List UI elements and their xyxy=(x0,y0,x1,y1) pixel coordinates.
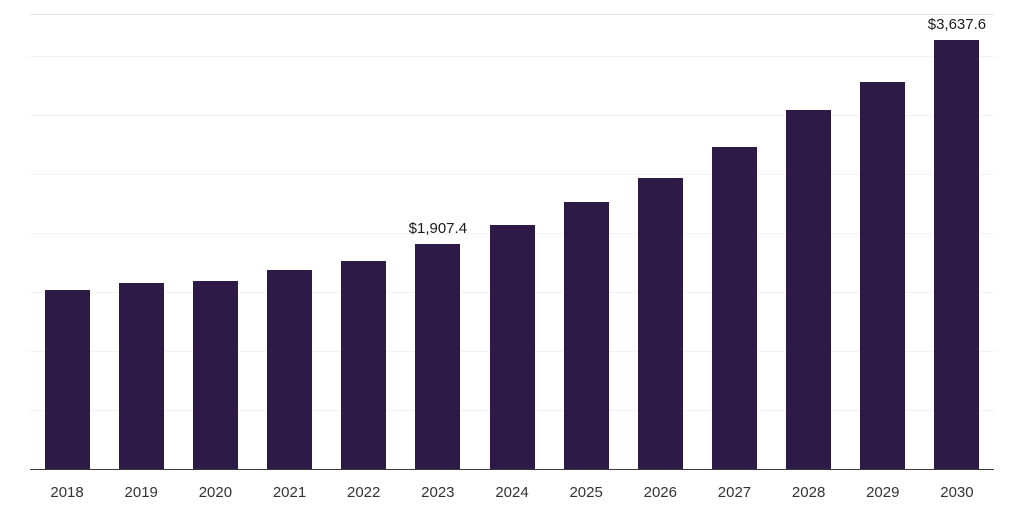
bar-2021 xyxy=(267,269,313,469)
x-axis-label-2026: 2026 xyxy=(643,484,677,501)
gridline xyxy=(30,56,994,58)
bar-value-label: $3,637.6 xyxy=(927,15,987,33)
bar-2025 xyxy=(563,201,609,469)
bar-2030 xyxy=(934,39,980,469)
x-axis-line xyxy=(30,469,994,470)
x-axis-label-2024: 2024 xyxy=(495,484,529,501)
x-axis-label-2021: 2021 xyxy=(272,484,307,501)
bar-2023 xyxy=(415,244,461,469)
bar-2024 xyxy=(489,224,535,469)
bar-2027 xyxy=(711,147,757,469)
bar-2026 xyxy=(637,177,683,469)
x-axis-label-2025: 2025 xyxy=(569,484,603,501)
gridline xyxy=(30,115,994,117)
x-axis-label-2020: 2020 xyxy=(198,484,233,501)
x-axis-label-2019: 2019 xyxy=(124,484,158,501)
bar-2019 xyxy=(118,282,164,469)
x-axis-label-2028: 2028 xyxy=(791,484,826,501)
x-axis-label-2029: 2029 xyxy=(866,484,900,501)
bar-2022 xyxy=(341,260,387,469)
x-axis-label-2027: 2027 xyxy=(717,484,752,501)
plot-top-border xyxy=(30,14,994,15)
x-axis-label-2022: 2022 xyxy=(347,484,381,501)
bar-2020 xyxy=(192,280,238,469)
x-axis-label-2023: 2023 xyxy=(421,484,455,501)
bar-2018 xyxy=(44,289,90,469)
bar-2029 xyxy=(860,82,906,469)
plot-area: $1,907.4 $3,637.6 xyxy=(30,14,994,470)
bar-value-label: $1,907.4 xyxy=(408,220,468,238)
bar-2028 xyxy=(786,109,832,469)
x-axis-label-2030: 2030 xyxy=(940,484,974,501)
gridline xyxy=(30,174,994,176)
x-axis-label-2018: 2018 xyxy=(50,484,84,501)
